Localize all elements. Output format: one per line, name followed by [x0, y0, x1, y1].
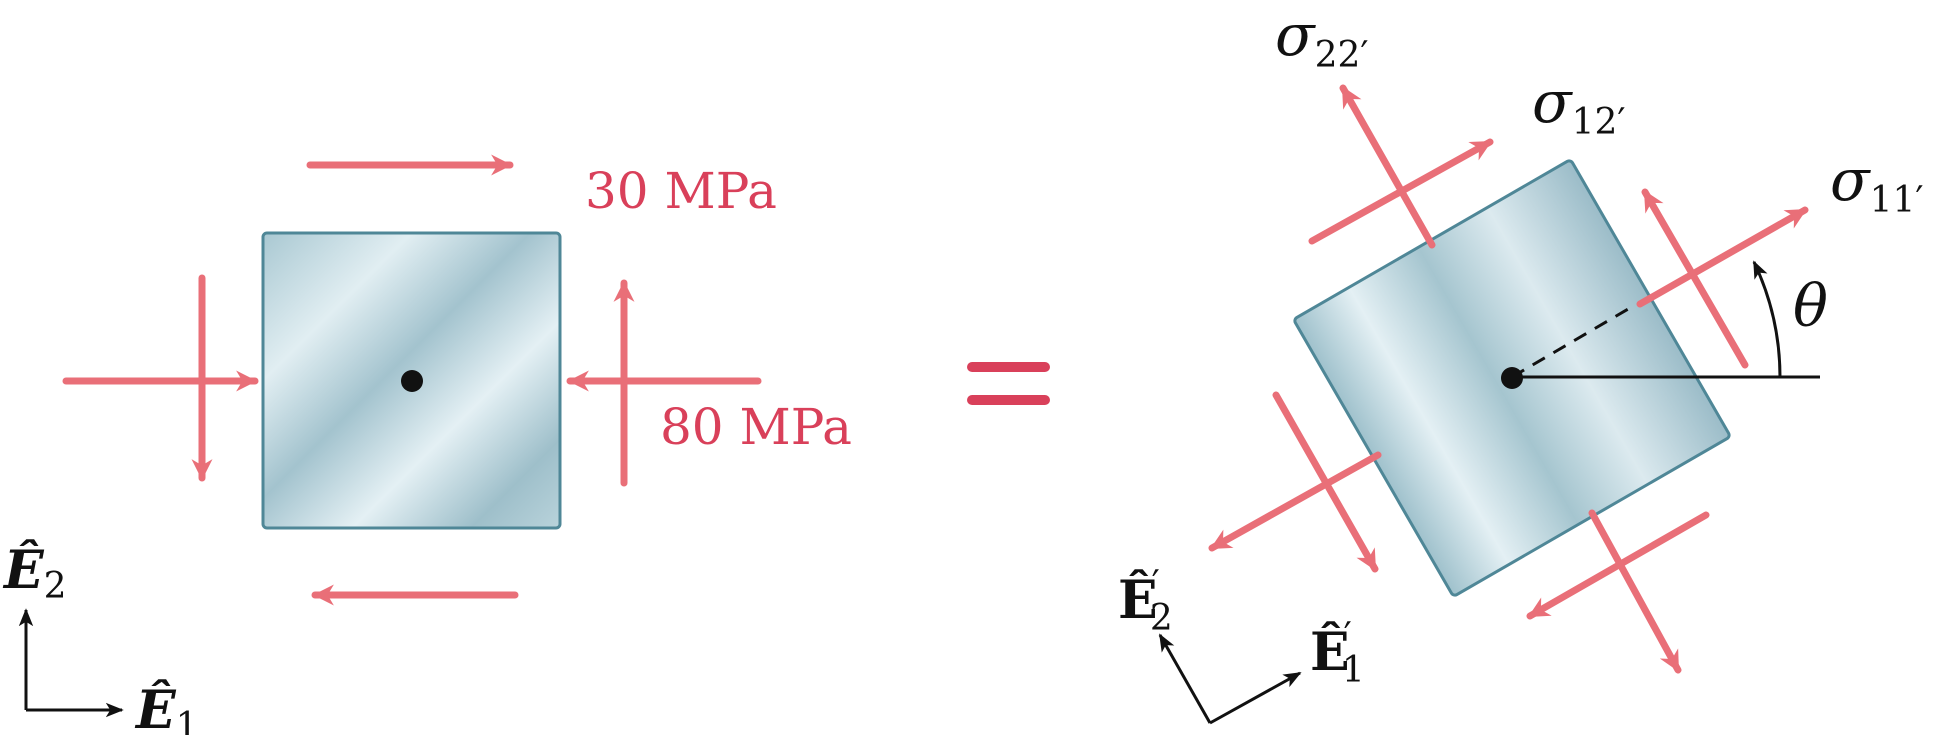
theta-arc	[1752, 260, 1782, 378]
bottom-face-normal-arrow	[1588, 509, 1682, 674]
right-element-center-dot	[1501, 367, 1523, 389]
right-basis-axes	[1158, 633, 1302, 725]
normal-stress-label: 80 MPa	[660, 398, 852, 456]
sigma11-arrow	[1636, 206, 1809, 308]
right-basis-e2-label: Ê′ 2	[1118, 564, 1173, 639]
right-basis-e2-arrow	[1158, 633, 1212, 724]
left-stress-element	[261, 231, 562, 530]
left-stress-arrows	[62, 154, 762, 606]
bottom-face-shear-arrow	[1526, 511, 1710, 620]
left-basis-axes	[18, 608, 124, 718]
left-face-shear-arrow	[1272, 391, 1379, 573]
sigma22-label: σ22′	[1275, 1, 1369, 76]
sigma12-arrow	[1308, 138, 1494, 245]
theta-label: θ	[1793, 272, 1828, 340]
left-face-normal-arrow	[1208, 451, 1382, 552]
left-basis-e1-label: Ê1	[134, 679, 199, 735]
equals-sign	[967, 362, 1050, 405]
right-basis-e1-label: Ê′ 1	[1310, 616, 1365, 691]
right-face-shear-arrow	[1641, 188, 1749, 369]
sigma12-label: σ12′	[1532, 68, 1626, 143]
right-stress-arrows	[1208, 84, 1809, 674]
sigma22-arrow	[1339, 84, 1436, 249]
right-basis-e1-arrow	[1209, 671, 1302, 725]
left-basis-e2-label: Ê2	[2, 539, 67, 607]
shear-stress-label: 30 MPa	[585, 162, 777, 220]
sigma11-label: σ11′	[1830, 146, 1924, 221]
left-element-center-dot	[401, 370, 423, 392]
